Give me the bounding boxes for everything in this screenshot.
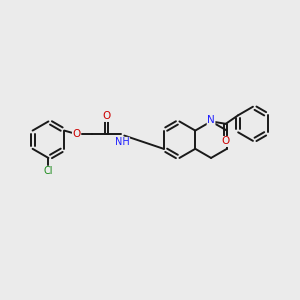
Text: O: O [103,111,111,122]
Text: O: O [222,136,230,146]
Text: N: N [207,115,215,125]
Text: NH: NH [115,137,129,147]
Text: Cl: Cl [44,166,53,176]
Text: O: O [73,129,81,139]
